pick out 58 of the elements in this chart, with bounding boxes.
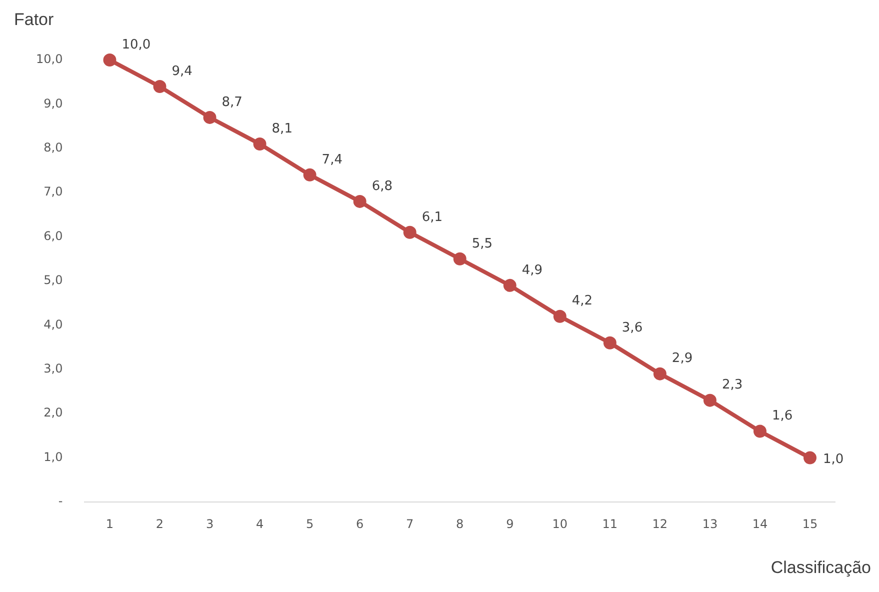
data-label: 3,6 [622,320,643,336]
point [403,226,416,239]
y-tick-label: 10,0 [36,52,63,66]
y-tick-label: 6,0 [44,228,63,243]
point [553,310,566,323]
data-label: 4,2 [572,294,593,309]
point [653,367,666,380]
data-label: 8,7 [222,94,242,110]
x-tick-label: 7 [406,517,414,532]
y-tick-label: 3,0 [44,362,63,376]
x-tick-label: 1 [106,517,114,532]
point [353,194,366,208]
point [703,394,716,407]
point [803,451,816,464]
y-axis-title: Fator [14,10,54,30]
x-tick-label: 9 [506,517,514,532]
y-tick-label: 2,0 [44,406,63,420]
y-tick-label: - [58,494,63,508]
data-label: 6,1 [422,210,443,225]
x-tick-label: 13 [702,517,718,532]
data-label: 1,6 [772,408,793,424]
data-label: 8,1 [272,121,292,136]
x-axis-title: Classificação [770,558,871,578]
x-tick-label: 15 [802,517,818,532]
x-tick-label: 11 [602,517,618,532]
data-label: 7,4 [322,152,342,168]
data-label: 6,8 [372,178,393,194]
x-tick-label: 5 [306,517,314,532]
point [303,168,316,182]
data-label: 9,4 [172,64,192,79]
x-tick-label: 10 [552,517,568,532]
y-tick-label: 1,0 [44,450,63,464]
data-label: 10,0 [122,37,151,52]
point [503,278,516,292]
point [103,54,116,66]
y-tick-label: 7,0 [44,184,63,199]
y-tick-label: 9,0 [44,96,63,110]
point [453,252,466,266]
y-tick-label: 8,0 [44,140,63,155]
point [253,137,266,150]
x-tick-label: 3 [206,517,214,532]
data-label: 5,5 [472,236,493,252]
data-label: 4,9 [522,262,543,278]
y-tick-label: 5,0 [44,273,63,288]
x-tick-label: 6 [356,517,364,532]
x-tick-label: 12 [652,517,668,532]
x-tick-label: 14 [752,517,768,532]
point [153,80,166,94]
x-tick-label: 4 [256,517,264,532]
data-label: 2,9 [672,351,693,366]
x-tick-label: 8 [456,517,464,532]
x-tick-label: 2 [156,517,164,532]
y-tick-label: 4,0 [44,317,63,332]
data-label: 1,0 [822,452,844,468]
data-label: 2,3 [722,378,743,393]
point [753,424,766,438]
point [203,110,216,124]
point [603,336,616,350]
